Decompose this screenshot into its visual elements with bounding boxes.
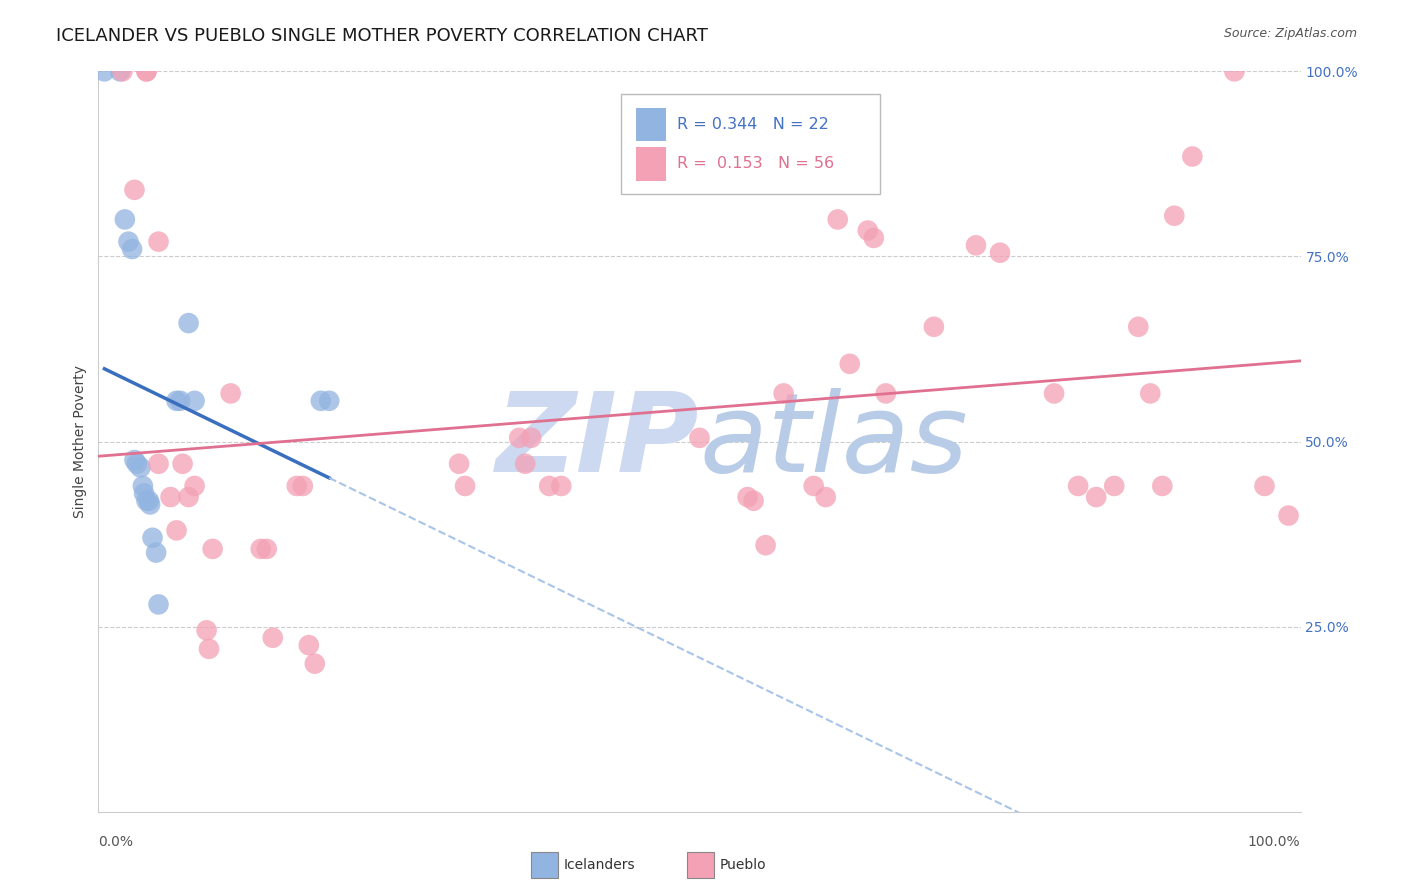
Point: [688, 431, 710, 445]
Point: [1085, 490, 1108, 504]
Point: [139, 498, 162, 512]
Point: [755, 538, 778, 552]
Point: [737, 490, 759, 504]
Point: [1139, 386, 1161, 401]
Y-axis label: Single Mother Poverty: Single Mother Poverty: [73, 365, 87, 518]
Point: [1181, 149, 1204, 163]
Point: [177, 490, 200, 504]
Point: [1128, 319, 1150, 334]
Point: [1253, 479, 1275, 493]
Point: [141, 531, 163, 545]
Point: [447, 457, 470, 471]
Point: [177, 316, 200, 330]
Point: [550, 479, 572, 493]
Point: [256, 541, 278, 556]
Point: [318, 393, 340, 408]
Point: [508, 431, 530, 445]
Point: [159, 490, 181, 504]
Point: [875, 386, 897, 401]
Point: [291, 479, 314, 493]
Bar: [636, 108, 666, 141]
Point: [111, 64, 134, 78]
Point: [1163, 209, 1185, 223]
Point: [803, 479, 825, 493]
Point: [169, 393, 191, 408]
Point: [219, 386, 242, 401]
Point: [772, 386, 794, 401]
Point: [1067, 479, 1090, 493]
Point: [198, 641, 221, 656]
Point: [166, 524, 188, 538]
Point: [1152, 479, 1174, 493]
Text: atlas: atlas: [699, 388, 969, 495]
Point: [135, 64, 157, 78]
Point: [1043, 386, 1066, 401]
Bar: [636, 147, 666, 180]
Point: [121, 242, 143, 256]
Point: [172, 457, 194, 471]
Point: [988, 245, 1011, 260]
Text: ZIP: ZIP: [496, 388, 699, 495]
Point: [183, 393, 205, 408]
Point: [965, 238, 987, 252]
Point: [138, 493, 160, 508]
Point: [520, 431, 543, 445]
Text: Pueblo: Pueblo: [720, 858, 766, 872]
Point: [125, 457, 148, 471]
Point: [183, 479, 205, 493]
Point: [114, 212, 136, 227]
Point: [135, 493, 157, 508]
Text: R = 0.344   N = 22: R = 0.344 N = 22: [676, 117, 828, 132]
Point: [856, 223, 879, 237]
Point: [148, 598, 170, 612]
Point: [538, 479, 561, 493]
Point: [454, 479, 477, 493]
Point: [135, 64, 157, 78]
Point: [304, 657, 326, 671]
Point: [515, 457, 537, 471]
Point: [922, 319, 945, 334]
Point: [132, 486, 155, 500]
Text: 0.0%: 0.0%: [98, 836, 134, 849]
Point: [814, 490, 837, 504]
Point: [132, 479, 155, 493]
Point: [262, 631, 284, 645]
Bar: [621, 94, 880, 194]
Point: [249, 541, 271, 556]
Point: [148, 457, 170, 471]
Text: Source: ZipAtlas.com: Source: ZipAtlas.com: [1223, 27, 1357, 40]
Bar: [531, 853, 558, 879]
Text: R =  0.153   N = 56: R = 0.153 N = 56: [676, 156, 834, 171]
Point: [1223, 64, 1246, 78]
Point: [108, 64, 131, 78]
Point: [117, 235, 139, 249]
Point: [93, 64, 115, 78]
Point: [124, 453, 146, 467]
Point: [195, 624, 218, 638]
Point: [148, 235, 170, 249]
Point: [124, 183, 146, 197]
Point: [827, 212, 849, 227]
Point: [129, 460, 152, 475]
Point: [166, 393, 188, 408]
Point: [838, 357, 860, 371]
Point: [285, 479, 308, 493]
Text: ICELANDER VS PUEBLO SINGLE MOTHER POVERTY CORRELATION CHART: ICELANDER VS PUEBLO SINGLE MOTHER POVERT…: [56, 27, 709, 45]
Text: Icelanders: Icelanders: [564, 858, 636, 872]
Point: [1277, 508, 1299, 523]
Bar: [688, 853, 714, 879]
Point: [1102, 479, 1125, 493]
Point: [309, 393, 332, 408]
Point: [201, 541, 224, 556]
Point: [298, 638, 321, 652]
Point: [145, 546, 167, 560]
Text: 100.0%: 100.0%: [1249, 836, 1301, 849]
Point: [742, 493, 765, 508]
Point: [862, 231, 884, 245]
